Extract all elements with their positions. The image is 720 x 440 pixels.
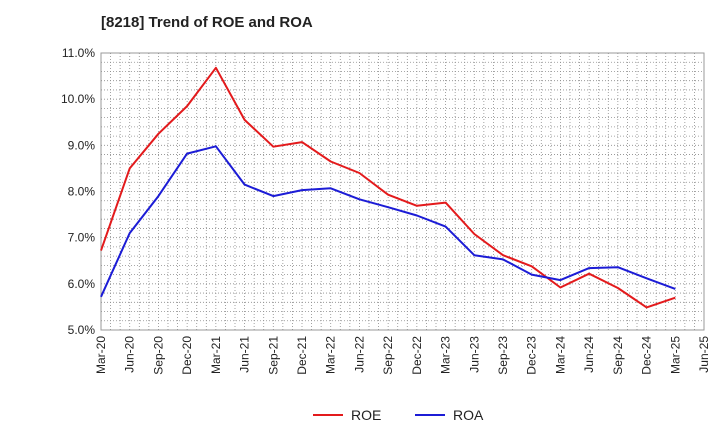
x-tick-label: Jun-25 [697, 336, 711, 373]
legend: ROE ROA [313, 407, 484, 423]
y-tick-label: 11.0% [62, 46, 95, 60]
x-tick-label: Sep-24 [611, 336, 625, 375]
x-tick-label: Mar-23 [439, 336, 453, 374]
x-tick-label: Sep-22 [381, 336, 395, 375]
x-tick-label: Dec-24 [640, 336, 654, 375]
x-tick-label: Mar-20 [94, 336, 108, 374]
series-line-roe [100, 66, 676, 309]
x-tick-label: Dec-20 [180, 336, 194, 375]
x-tick-label: Sep-23 [496, 336, 510, 375]
x-tick-label: Jun-20 [123, 336, 137, 373]
y-tick-label: 7.0% [68, 231, 96, 245]
y-tick-label: 6.0% [68, 277, 96, 291]
y-tick-label: 9.0% [68, 138, 96, 152]
y-tick-label: 5.0% [68, 323, 96, 337]
x-tick-label: Sep-21 [266, 336, 280, 375]
chart-title: [8218] Trend of ROE and ROA [101, 14, 313, 31]
x-tick-label: Mar-25 [668, 336, 682, 374]
y-tick-label: 10.0% [61, 92, 95, 106]
x-tick-label: Dec-21 [295, 336, 309, 375]
axes: 5.0% 6.0% 7.0% 8.0% 9.0% 10.0% 11.0% Mar-20 Jun-… [61, 46, 711, 375]
x-tick-label: Dec-22 [410, 336, 424, 375]
x-tick-label: Dec-23 [525, 336, 539, 375]
x-tick-label: Jun-23 [467, 336, 481, 373]
series-layer [100, 66, 676, 309]
x-tick-label: Jun-24 [582, 336, 596, 373]
x-tick-label: Jun-21 [238, 336, 252, 373]
plot-area [100, 52, 705, 331]
x-tick-label: Jun-22 [352, 336, 366, 373]
x-tick-label: Mar-22 [324, 336, 338, 374]
x-tick-label: Sep-20 [151, 336, 165, 375]
series-line-roa [100, 145, 676, 298]
y-tick-label: 8.0% [68, 185, 96, 199]
x-tick-label: Mar-21 [209, 336, 223, 374]
x-tick-label: Mar-24 [553, 336, 567, 374]
legend-label-roa: ROA [453, 407, 484, 423]
legend-label-roe: ROE [351, 407, 381, 423]
